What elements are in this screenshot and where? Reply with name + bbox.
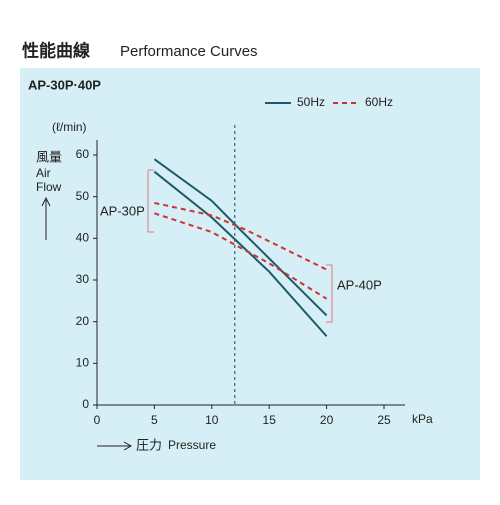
curve: [154, 201, 328, 271]
y-tick-label: 10: [76, 356, 90, 370]
bracket: [326, 264, 333, 323]
x-label-ja: 圧力: [136, 437, 162, 452]
annotation: AP-40P: [337, 277, 382, 292]
x-label-en: Pressure: [168, 438, 216, 452]
y-tick-label: 40: [76, 231, 90, 245]
curve: [154, 212, 328, 300]
x-tick-label: 15: [263, 413, 277, 427]
y-arrow: [41, 196, 51, 240]
y-label-en: Air: [36, 166, 51, 180]
y-tick-label: 30: [76, 272, 90, 286]
x-tick-label: 10: [205, 413, 219, 427]
curve: [153, 170, 328, 337]
legend-label: 60Hz: [365, 95, 393, 109]
y-tick-label: 0: [82, 397, 89, 411]
title-ja: 性能曲線: [22, 40, 90, 60]
y-label-en: Flow: [36, 180, 62, 194]
subtitle: AP-30P·40P: [28, 77, 101, 92]
x-unit: kPa: [412, 412, 433, 426]
bracket: [147, 169, 154, 233]
y-tick-label: 60: [76, 147, 90, 161]
y-tick-label: 50: [76, 189, 90, 203]
x-tick-label: 5: [151, 413, 158, 427]
x-tick-label: 20: [320, 413, 334, 427]
y-tick-label: 20: [76, 314, 90, 328]
annotation: AP-30P: [100, 203, 145, 218]
x-tick-label: 25: [377, 413, 391, 427]
x-tick-label: 0: [94, 413, 101, 427]
curve: [153, 158, 328, 317]
y-label-ja: 風量: [36, 149, 62, 164]
legend-label: 50Hz: [297, 95, 325, 109]
title-en: Performance Curves: [120, 43, 258, 60]
panel: [20, 68, 480, 480]
y-unit: (ℓ/min): [52, 120, 87, 134]
x-arrow: [97, 441, 133, 451]
